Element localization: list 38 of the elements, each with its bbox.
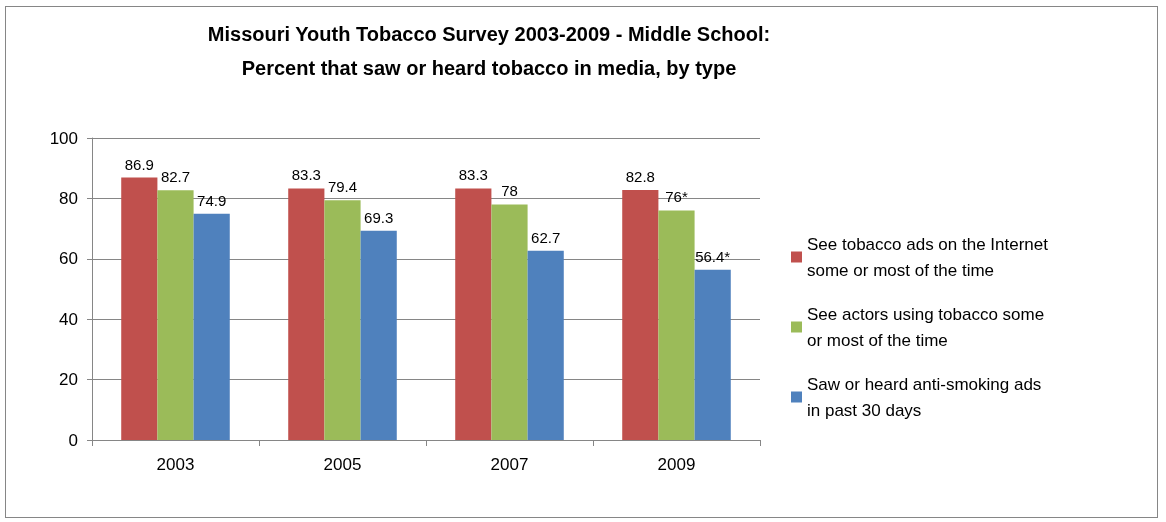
data-label: 76*: [665, 188, 688, 206]
x-tick-label: 2009: [657, 455, 696, 474]
data-label: 86.9: [124, 155, 154, 173]
data-label: 62.7: [531, 228, 561, 246]
data-label: 83.3: [291, 166, 321, 184]
bar: [527, 250, 564, 440]
bar: [324, 200, 361, 440]
data-label: 74.9: [197, 191, 227, 209]
bar: [491, 204, 528, 440]
bar: [360, 230, 397, 440]
bar: [193, 213, 230, 440]
y-tick-label: 20: [59, 370, 78, 390]
data-label: 83.3: [458, 166, 488, 184]
bar: [694, 269, 731, 440]
bar: [157, 190, 194, 440]
y-tick-label: 80: [59, 188, 78, 208]
y-tick-label: 100: [49, 128, 78, 148]
bar: [121, 177, 158, 440]
data-label: 82.8: [625, 167, 655, 185]
y-tick-label: 60: [59, 249, 78, 269]
legend-label: See tobacco ads on the Internet some or most of the time: [807, 234, 1053, 280]
bar: [455, 188, 492, 440]
y-tick-label: 0: [68, 430, 78, 450]
data-label: 69.3: [364, 208, 394, 226]
data-label: 79.4: [327, 178, 358, 196]
x-tick-label: 2003: [156, 455, 195, 474]
bar: [622, 189, 659, 440]
data-label: 56.4*: [695, 247, 731, 265]
y-tick-label: 40: [59, 309, 78, 329]
data-label: 78: [501, 182, 518, 200]
chart-title: Missouri Youth Tobacco Survey 2003-2009 - Middle School: Percent that saw or heard tobacco in media, by type: [207, 23, 771, 79]
x-tick-label: 2007: [490, 455, 529, 474]
bar: [658, 210, 695, 440]
data-label: 82.7: [160, 168, 191, 186]
legend-label: See actors using tobacco some or most of the time: [807, 304, 1049, 350]
legend-label: Saw or heard anti-smoking ads in past 30 days: [807, 374, 1047, 420]
x-tick-label: 2005: [323, 455, 362, 474]
bar: [288, 188, 325, 440]
